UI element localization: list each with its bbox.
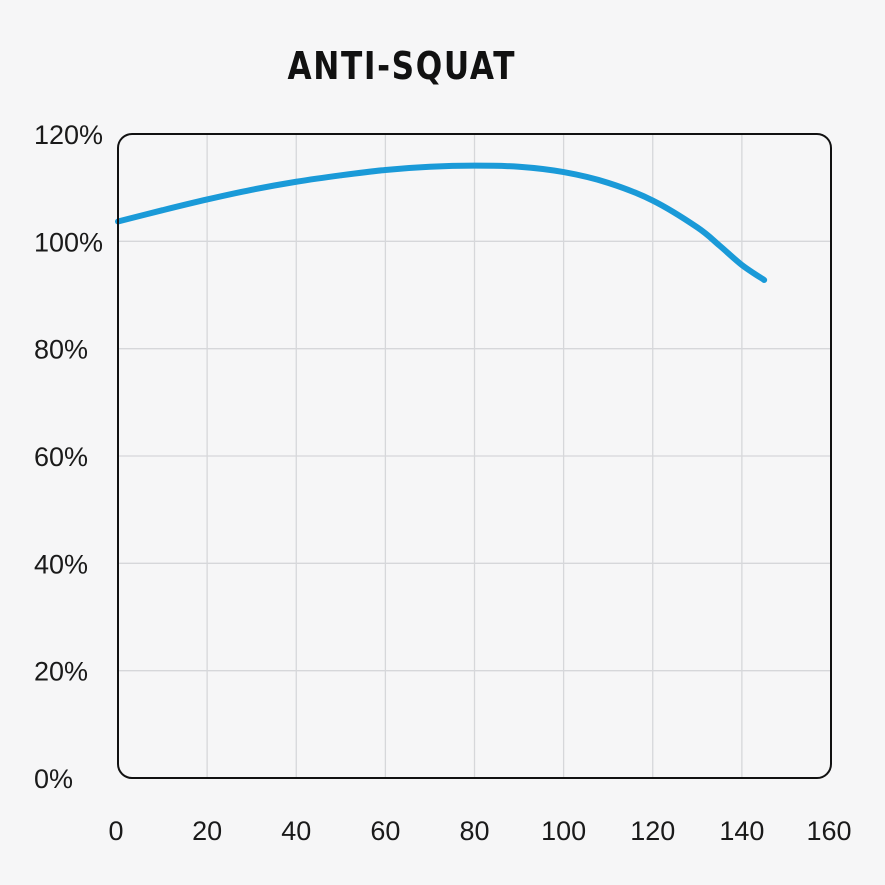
y-tick-label: 40% <box>34 549 88 579</box>
x-tick-label: 140 <box>719 816 764 846</box>
y-tick-label: 0% <box>34 764 73 794</box>
y-axis-ticks: 0% 20% 40% 60% 80% 100% 120% <box>34 120 103 794</box>
x-tick-label: 100 <box>541 816 586 846</box>
chart-title: ANTI-SQUAT <box>287 44 517 88</box>
x-tick-label: 80 <box>459 816 489 846</box>
x-tick-label: 60 <box>370 816 400 846</box>
x-tick-label: 120 <box>630 816 675 846</box>
x-tick-label: 40 <box>281 816 311 846</box>
x-axis-ticks: 0 20 40 60 80 100 120 140 160 <box>108 816 851 846</box>
x-tick-label: 0 <box>108 816 123 846</box>
series-layer <box>115 162 768 283</box>
y-tick-label: 20% <box>34 657 88 687</box>
y-tick-label: 80% <box>34 335 88 365</box>
y-tick-label: 60% <box>34 442 88 472</box>
y-tick-label: 100% <box>34 227 103 257</box>
x-tick-label: 20 <box>192 816 222 846</box>
x-tick-label: 160 <box>806 816 851 846</box>
y-tick-label: 120% <box>34 120 103 150</box>
anti-squat-series-line <box>115 162 768 283</box>
plot-frame <box>117 133 832 779</box>
grid-lines <box>118 134 831 778</box>
plot-area-border <box>117 133 832 779</box>
